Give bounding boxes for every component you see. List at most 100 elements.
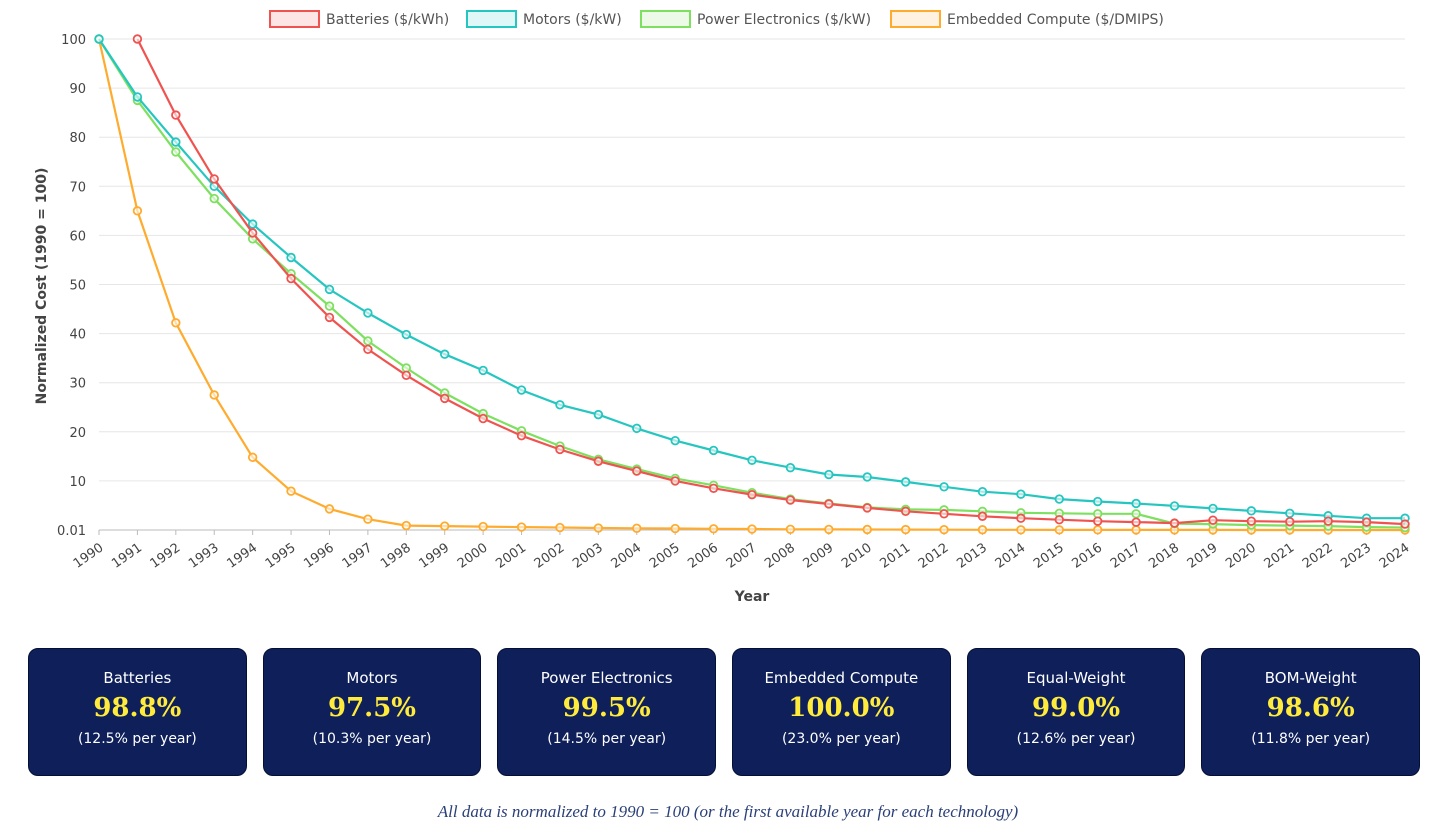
data-point[interactable] <box>708 445 719 456</box>
data-point[interactable] <box>977 487 988 497</box>
data-point[interactable] <box>286 273 296 284</box>
data-point[interactable] <box>171 147 181 157</box>
data-point[interactable] <box>1131 525 1141 535</box>
data-point[interactable] <box>209 174 219 184</box>
data-point[interactable] <box>670 523 680 534</box>
data-point[interactable] <box>862 472 872 482</box>
data-point[interactable] <box>593 409 604 420</box>
data-point[interactable] <box>132 206 143 216</box>
data-point[interactable] <box>1169 518 1180 528</box>
data-point[interactable] <box>1246 516 1257 526</box>
data-point[interactable] <box>247 219 258 229</box>
data-point[interactable] <box>670 435 680 446</box>
data-point[interactable] <box>824 524 834 535</box>
data-point[interactable] <box>171 137 181 147</box>
data-point[interactable] <box>516 385 527 395</box>
data-point[interactable] <box>516 522 527 532</box>
data-point[interactable] <box>1361 517 1372 527</box>
data-point[interactable] <box>1093 525 1103 535</box>
data-point[interactable] <box>478 413 488 424</box>
data-point[interactable] <box>209 390 219 400</box>
data-point[interactable] <box>593 523 604 533</box>
data-point[interactable] <box>900 524 911 535</box>
data-point[interactable] <box>478 521 488 532</box>
data-point[interactable] <box>747 455 757 465</box>
data-point[interactable] <box>632 466 642 476</box>
data-point[interactable] <box>401 370 411 381</box>
data-point[interactable] <box>632 523 642 533</box>
data-point[interactable] <box>900 477 911 487</box>
data-point[interactable] <box>1246 506 1257 516</box>
data-point[interactable] <box>939 482 949 492</box>
data-point[interactable] <box>363 514 373 524</box>
data-point[interactable] <box>1285 508 1295 519</box>
data-point[interactable] <box>785 495 796 505</box>
data-point[interactable] <box>363 336 373 346</box>
data-point[interactable] <box>440 393 450 404</box>
data-point[interactable] <box>747 489 757 500</box>
data-point[interactable] <box>555 444 565 455</box>
data-point[interactable] <box>862 524 872 535</box>
data-point[interactable] <box>1054 494 1064 504</box>
data-point[interactable] <box>1131 517 1141 527</box>
data-point[interactable] <box>1093 509 1103 519</box>
data-point[interactable] <box>401 363 411 373</box>
legend-item-batteries[interactable]: Batteries ($/kWh) <box>269 10 449 28</box>
legend-item-embedded-compute[interactable]: Embedded Compute ($/DMIPS) <box>890 10 1164 28</box>
data-point[interactable] <box>324 312 335 323</box>
data-point[interactable] <box>247 452 258 463</box>
data-point[interactable] <box>900 506 911 517</box>
data-point[interactable] <box>1093 516 1103 526</box>
data-point[interactable] <box>1169 501 1180 511</box>
data-point[interactable] <box>785 524 796 534</box>
data-point[interactable] <box>708 483 719 493</box>
data-point[interactable] <box>171 110 181 120</box>
data-point[interactable] <box>324 504 335 514</box>
data-point[interactable] <box>862 503 872 513</box>
data-point[interactable] <box>324 301 335 311</box>
data-point[interactable] <box>708 524 719 534</box>
data-point[interactable] <box>171 318 181 328</box>
data-point[interactable] <box>1131 498 1141 509</box>
data-point[interactable] <box>516 431 527 441</box>
data-point[interactable] <box>363 344 373 355</box>
data-point[interactable] <box>1285 516 1295 527</box>
data-point[interactable] <box>555 522 565 533</box>
data-point[interactable] <box>824 469 834 480</box>
data-point[interactable] <box>1054 514 1064 525</box>
data-point[interactable] <box>977 511 988 521</box>
data-point[interactable] <box>1016 513 1026 523</box>
data-point[interactable] <box>939 509 949 519</box>
data-point[interactable] <box>1400 519 1410 529</box>
data-point[interactable] <box>324 284 335 295</box>
data-point[interactable] <box>440 349 450 359</box>
data-point[interactable] <box>1093 496 1103 507</box>
data-point[interactable] <box>132 34 143 44</box>
data-point[interactable] <box>1054 525 1064 535</box>
data-point[interactable] <box>1131 509 1141 519</box>
data-point[interactable] <box>209 193 219 204</box>
data-point[interactable] <box>247 228 258 238</box>
data-point[interactable] <box>1323 516 1333 526</box>
data-point[interactable] <box>1208 503 1218 514</box>
data-point[interactable] <box>824 499 834 509</box>
data-point[interactable] <box>785 462 796 473</box>
data-point[interactable] <box>939 525 949 535</box>
data-point[interactable] <box>440 521 450 531</box>
data-point[interactable] <box>363 308 373 318</box>
data-point[interactable] <box>132 92 143 102</box>
legend-item-power-electronics[interactable]: Power Electronics ($/kW) <box>640 10 871 28</box>
data-point[interactable] <box>401 520 411 531</box>
data-point[interactable] <box>1016 489 1026 499</box>
data-point[interactable] <box>747 524 757 534</box>
data-point[interactable] <box>593 456 604 466</box>
data-point[interactable] <box>1208 515 1218 525</box>
data-point[interactable] <box>555 400 565 410</box>
data-point[interactable] <box>286 486 296 496</box>
data-point[interactable] <box>286 252 296 263</box>
data-point[interactable] <box>401 329 411 340</box>
data-point[interactable] <box>632 423 642 434</box>
data-point[interactable] <box>977 525 988 535</box>
legend-item-motors[interactable]: Motors ($/kW) <box>466 10 622 28</box>
data-point[interactable] <box>1016 525 1026 535</box>
